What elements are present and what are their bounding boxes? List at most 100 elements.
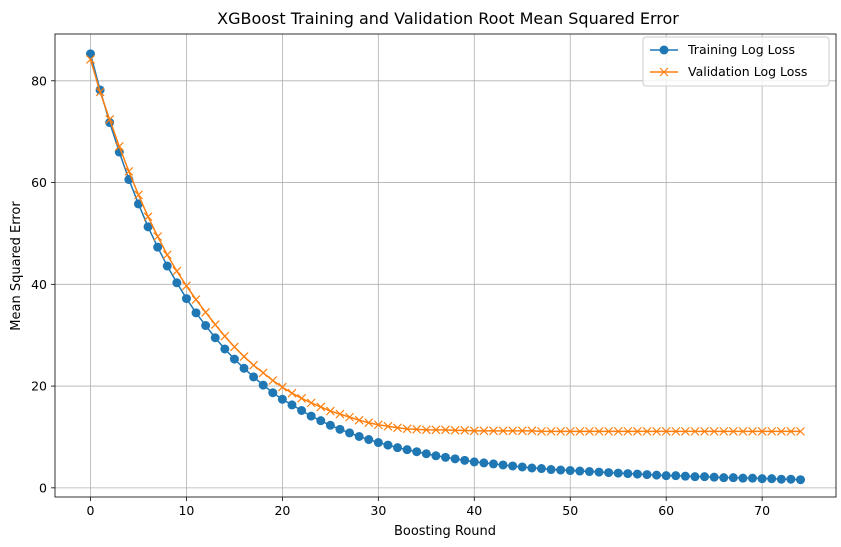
data-point bbox=[383, 421, 393, 431]
data-point bbox=[105, 115, 115, 124]
data-point bbox=[287, 400, 297, 410]
data-point bbox=[345, 412, 354, 422]
data-point bbox=[162, 261, 172, 271]
data-point bbox=[393, 443, 403, 453]
data-point bbox=[796, 475, 805, 485]
data-point bbox=[786, 474, 796, 484]
legend-box bbox=[642, 36, 830, 87]
data-point bbox=[738, 426, 748, 436]
data-point bbox=[325, 420, 335, 430]
data-point bbox=[277, 394, 287, 404]
data-point bbox=[537, 426, 546, 436]
data-point bbox=[249, 360, 259, 370]
data-point bbox=[277, 382, 287, 392]
series-line bbox=[89, 59, 801, 433]
y-axis-label: Mean Squared Error bbox=[9, 201, 24, 331]
data-point bbox=[623, 469, 633, 479]
data-point bbox=[153, 232, 163, 241]
x-tick-label: 50 bbox=[562, 503, 578, 518]
data-point bbox=[719, 426, 729, 436]
data-point bbox=[220, 331, 230, 341]
data-point bbox=[421, 449, 431, 459]
data-point bbox=[776, 426, 786, 436]
chart-title: XGBoost Training and Validation Root Mea… bbox=[217, 9, 679, 28]
data-point bbox=[191, 308, 201, 318]
data-point bbox=[162, 250, 172, 260]
data-point bbox=[201, 307, 211, 317]
data-point bbox=[594, 426, 604, 436]
x-tick-label: 60 bbox=[658, 503, 674, 518]
data-point bbox=[316, 416, 326, 426]
data-point bbox=[498, 426, 508, 436]
data-point bbox=[210, 333, 220, 343]
data-point bbox=[796, 426, 805, 436]
legend-label-training: Training Log Loss bbox=[687, 42, 795, 57]
data-point bbox=[748, 473, 758, 483]
data-point bbox=[757, 426, 767, 436]
data-point bbox=[229, 354, 239, 364]
data-point bbox=[143, 222, 153, 232]
data-point bbox=[584, 467, 594, 477]
data-point bbox=[690, 426, 700, 436]
data-point bbox=[575, 426, 585, 436]
data-point bbox=[709, 472, 719, 482]
y-tick-label: 60 bbox=[31, 175, 47, 190]
data-point bbox=[700, 472, 710, 482]
data-point bbox=[690, 472, 700, 482]
data-point bbox=[786, 426, 796, 436]
data-point bbox=[517, 462, 527, 472]
data-point bbox=[316, 402, 326, 412]
data-point bbox=[671, 426, 681, 436]
data-point bbox=[297, 406, 307, 416]
data-point bbox=[527, 463, 537, 473]
data-point bbox=[546, 465, 556, 475]
plot-frame bbox=[54, 33, 837, 498]
data-point bbox=[700, 426, 709, 436]
data-point bbox=[172, 266, 182, 276]
y-tick-label: 40 bbox=[31, 277, 47, 292]
data-point bbox=[604, 468, 614, 478]
data-point bbox=[565, 426, 575, 436]
data-point bbox=[728, 473, 738, 483]
data-point bbox=[661, 426, 671, 436]
data-point bbox=[114, 142, 124, 151]
data-point bbox=[767, 474, 777, 484]
data-point bbox=[469, 457, 479, 467]
data-point bbox=[536, 464, 546, 474]
data-point bbox=[383, 440, 393, 450]
data-point bbox=[517, 426, 527, 436]
data-point bbox=[297, 393, 307, 403]
data-point bbox=[604, 426, 614, 436]
data-point bbox=[134, 190, 143, 200]
data-point bbox=[441, 425, 450, 435]
data-point bbox=[719, 473, 729, 483]
data-point bbox=[354, 415, 364, 425]
data-point bbox=[258, 368, 268, 378]
data-point bbox=[728, 426, 738, 436]
data-point bbox=[671, 471, 681, 481]
data-point bbox=[172, 278, 182, 288]
data-point bbox=[124, 166, 134, 176]
data-point bbox=[661, 471, 671, 481]
x-tick-label: 70 bbox=[754, 503, 770, 518]
data-point bbox=[632, 469, 642, 479]
data-point bbox=[354, 431, 364, 441]
data-point bbox=[575, 466, 585, 476]
x-tick-label: 10 bbox=[178, 503, 194, 518]
data-point bbox=[680, 426, 690, 436]
series-line bbox=[89, 53, 801, 481]
data-point bbox=[431, 425, 441, 435]
data-point bbox=[239, 363, 249, 373]
legend: Training Log Loss Validation Log Loss bbox=[642, 36, 830, 87]
data-point bbox=[527, 426, 537, 436]
data-point bbox=[258, 380, 268, 390]
data-point bbox=[613, 468, 623, 478]
grid bbox=[55, 34, 836, 497]
legend-marker-validation bbox=[659, 67, 669, 77]
data-point bbox=[402, 445, 412, 455]
x-axis-label: Boosting Round bbox=[394, 524, 496, 539]
data-point bbox=[680, 471, 690, 481]
data-point bbox=[757, 474, 767, 484]
data-point bbox=[748, 426, 757, 436]
data-point bbox=[181, 294, 191, 304]
